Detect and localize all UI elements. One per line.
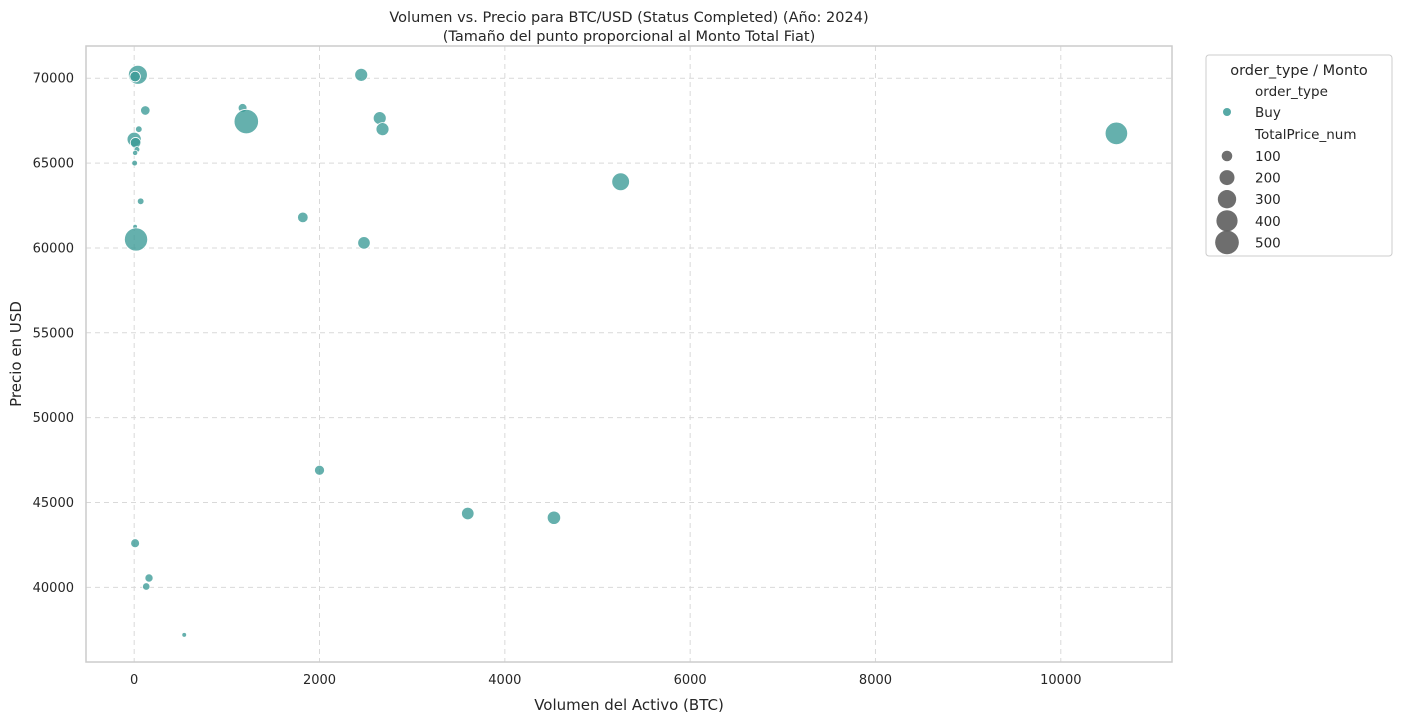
legend: order_type / Monto order_type Buy TotalP…: [1205, 54, 1393, 257]
y-axis-label: Precio en USD: [7, 301, 25, 407]
legend-size-label: 100: [1255, 149, 1281, 165]
y-tick-label: 70000: [33, 72, 74, 87]
legend-size-entries: 100 200 300 400 500: [1215, 149, 1281, 255]
y-tick-label: 55000: [33, 326, 74, 341]
legend-box: [1205, 54, 1393, 257]
legend-buy-label: Buy: [1255, 105, 1281, 121]
legend-size-label: 400: [1255, 214, 1281, 230]
data-point: [132, 149, 139, 156]
x-tick-label: 8000: [859, 673, 892, 688]
y-tick-label: 40000: [33, 581, 74, 596]
data-point: [144, 573, 154, 583]
legend-size-marker: [1217, 190, 1237, 209]
y-tick-label: 45000: [33, 496, 74, 511]
plot-frame: [85, 45, 1173, 663]
grid-layer: [86, 46, 1172, 662]
data-point: [129, 70, 141, 83]
legend-size-marker: [1215, 230, 1239, 255]
x-tick-label: 0: [130, 673, 138, 688]
data-point: [131, 159, 138, 167]
data-point: [181, 632, 187, 638]
data-point: [354, 67, 369, 82]
legend-size-label: 500: [1255, 235, 1281, 251]
data-point: [136, 197, 145, 206]
data-point: [135, 125, 143, 133]
y-tick-labels: 40000 45000 50000 55000 60000 65000 70000: [33, 72, 74, 596]
legend-title: order_type / Monto: [1230, 63, 1368, 79]
legend-size-marker: [1219, 170, 1235, 186]
data-point: [140, 105, 151, 116]
chart-title: Volumen vs. Precio para BTC/USD (Status …: [389, 10, 868, 26]
data-point: [461, 506, 475, 521]
x-axis-label: Volumen del Activo (BTC): [534, 696, 724, 714]
legend-size-marker: [1221, 150, 1233, 162]
data-point: [124, 227, 149, 252]
legend-size-title: TotalPrice_num: [1254, 127, 1356, 143]
data-point: [375, 122, 390, 137]
data-point: [357, 236, 371, 250]
data-point: [546, 510, 562, 525]
legend-buy-marker: [1223, 108, 1231, 116]
data-point: [233, 108, 259, 135]
x-tick-label: 10000: [1040, 673, 1081, 688]
legend-size-marker: [1216, 210, 1238, 232]
x-tick-label: 4000: [488, 673, 521, 688]
point-layer: [124, 64, 1129, 638]
legend-size-label: 200: [1255, 171, 1281, 187]
x-tick-label: 6000: [674, 673, 707, 688]
data-point: [297, 211, 309, 224]
data-point: [130, 538, 140, 549]
data-point: [129, 137, 142, 149]
chart-subtitle: (Tamaño del punto proporcional al Monto …: [443, 29, 816, 45]
legend-hue-title: order_type: [1255, 84, 1328, 100]
x-tick-labels: 0 2000 4000 6000 8000 10000: [130, 673, 1081, 688]
data-point: [1104, 121, 1129, 146]
data-point: [611, 172, 630, 192]
y-tick-label: 60000: [33, 241, 74, 256]
y-tick-label: 65000: [33, 157, 74, 172]
x-tick-label: 2000: [303, 673, 336, 688]
y-tick-label: 50000: [33, 411, 74, 426]
data-point: [142, 582, 151, 591]
data-point: [314, 464, 325, 476]
legend-size-label: 300: [1255, 192, 1281, 208]
